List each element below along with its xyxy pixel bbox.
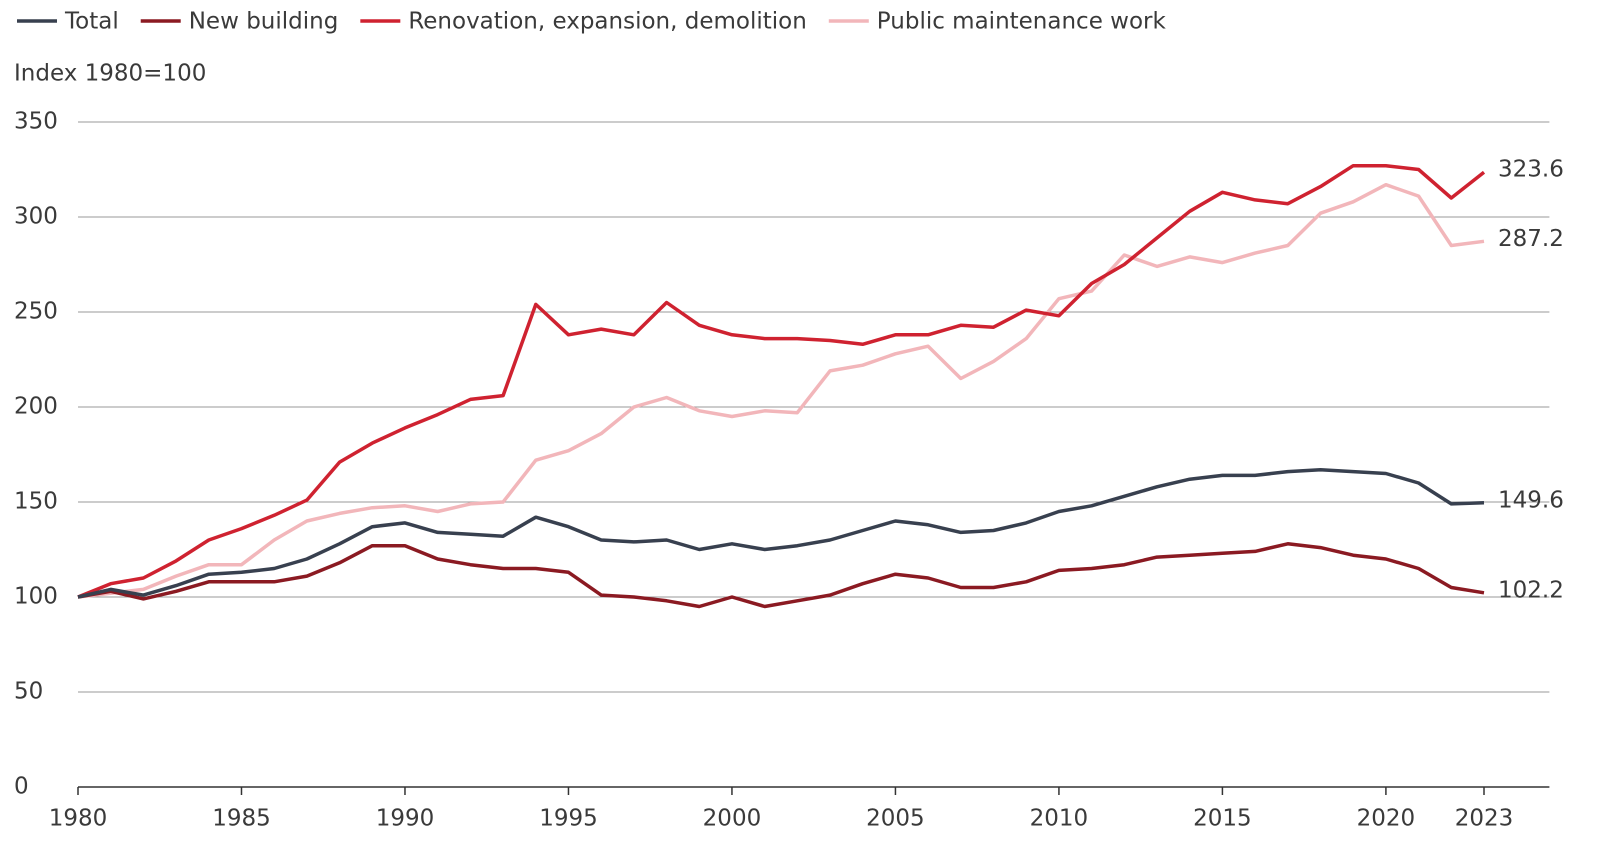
end-value-label: 323.6 [1498,157,1564,183]
y-tick-label: 300 [14,204,58,230]
x-tick-label: 2000 [703,806,762,832]
legend-label: Renovation, expansion, demolition [408,9,806,35]
legend-label: Public maintenance work [877,9,1167,35]
y-tick-label: 200 [14,394,58,420]
x-tick-label: 1990 [376,806,435,832]
line-series [77,542,1485,609]
x-tick-label: 2023 [1455,806,1514,832]
x-tick-label: 2015 [1193,806,1252,832]
y-axis-label: Index 1980=100 [14,61,206,87]
end-value-label: 102.2 [1498,577,1564,603]
x-tick-label: 1980 [49,806,108,832]
x-tick-label: 2005 [866,806,925,832]
end-value-label: 287.2 [1498,226,1564,252]
y-tick-label: 50 [14,679,43,705]
line-series [77,182,1485,599]
y-tick-label: 350 [14,109,58,135]
legend-label: New building [189,9,339,35]
x-tick-label: 1995 [539,806,598,832]
y-tick-label: 250 [14,299,58,325]
x-tick-label: 2010 [1030,806,1089,832]
y-tick-label: 150 [14,489,58,515]
y-tick-label: 0 [14,774,29,800]
x-tick-label: 1985 [212,806,271,832]
line-series [77,163,1486,599]
end-value-label: 149.6 [1498,487,1564,513]
line-series [77,467,1485,599]
x-tick-label: 2020 [1357,806,1416,832]
legend-label: Total [64,9,119,35]
y-tick-label: 100 [14,584,58,610]
